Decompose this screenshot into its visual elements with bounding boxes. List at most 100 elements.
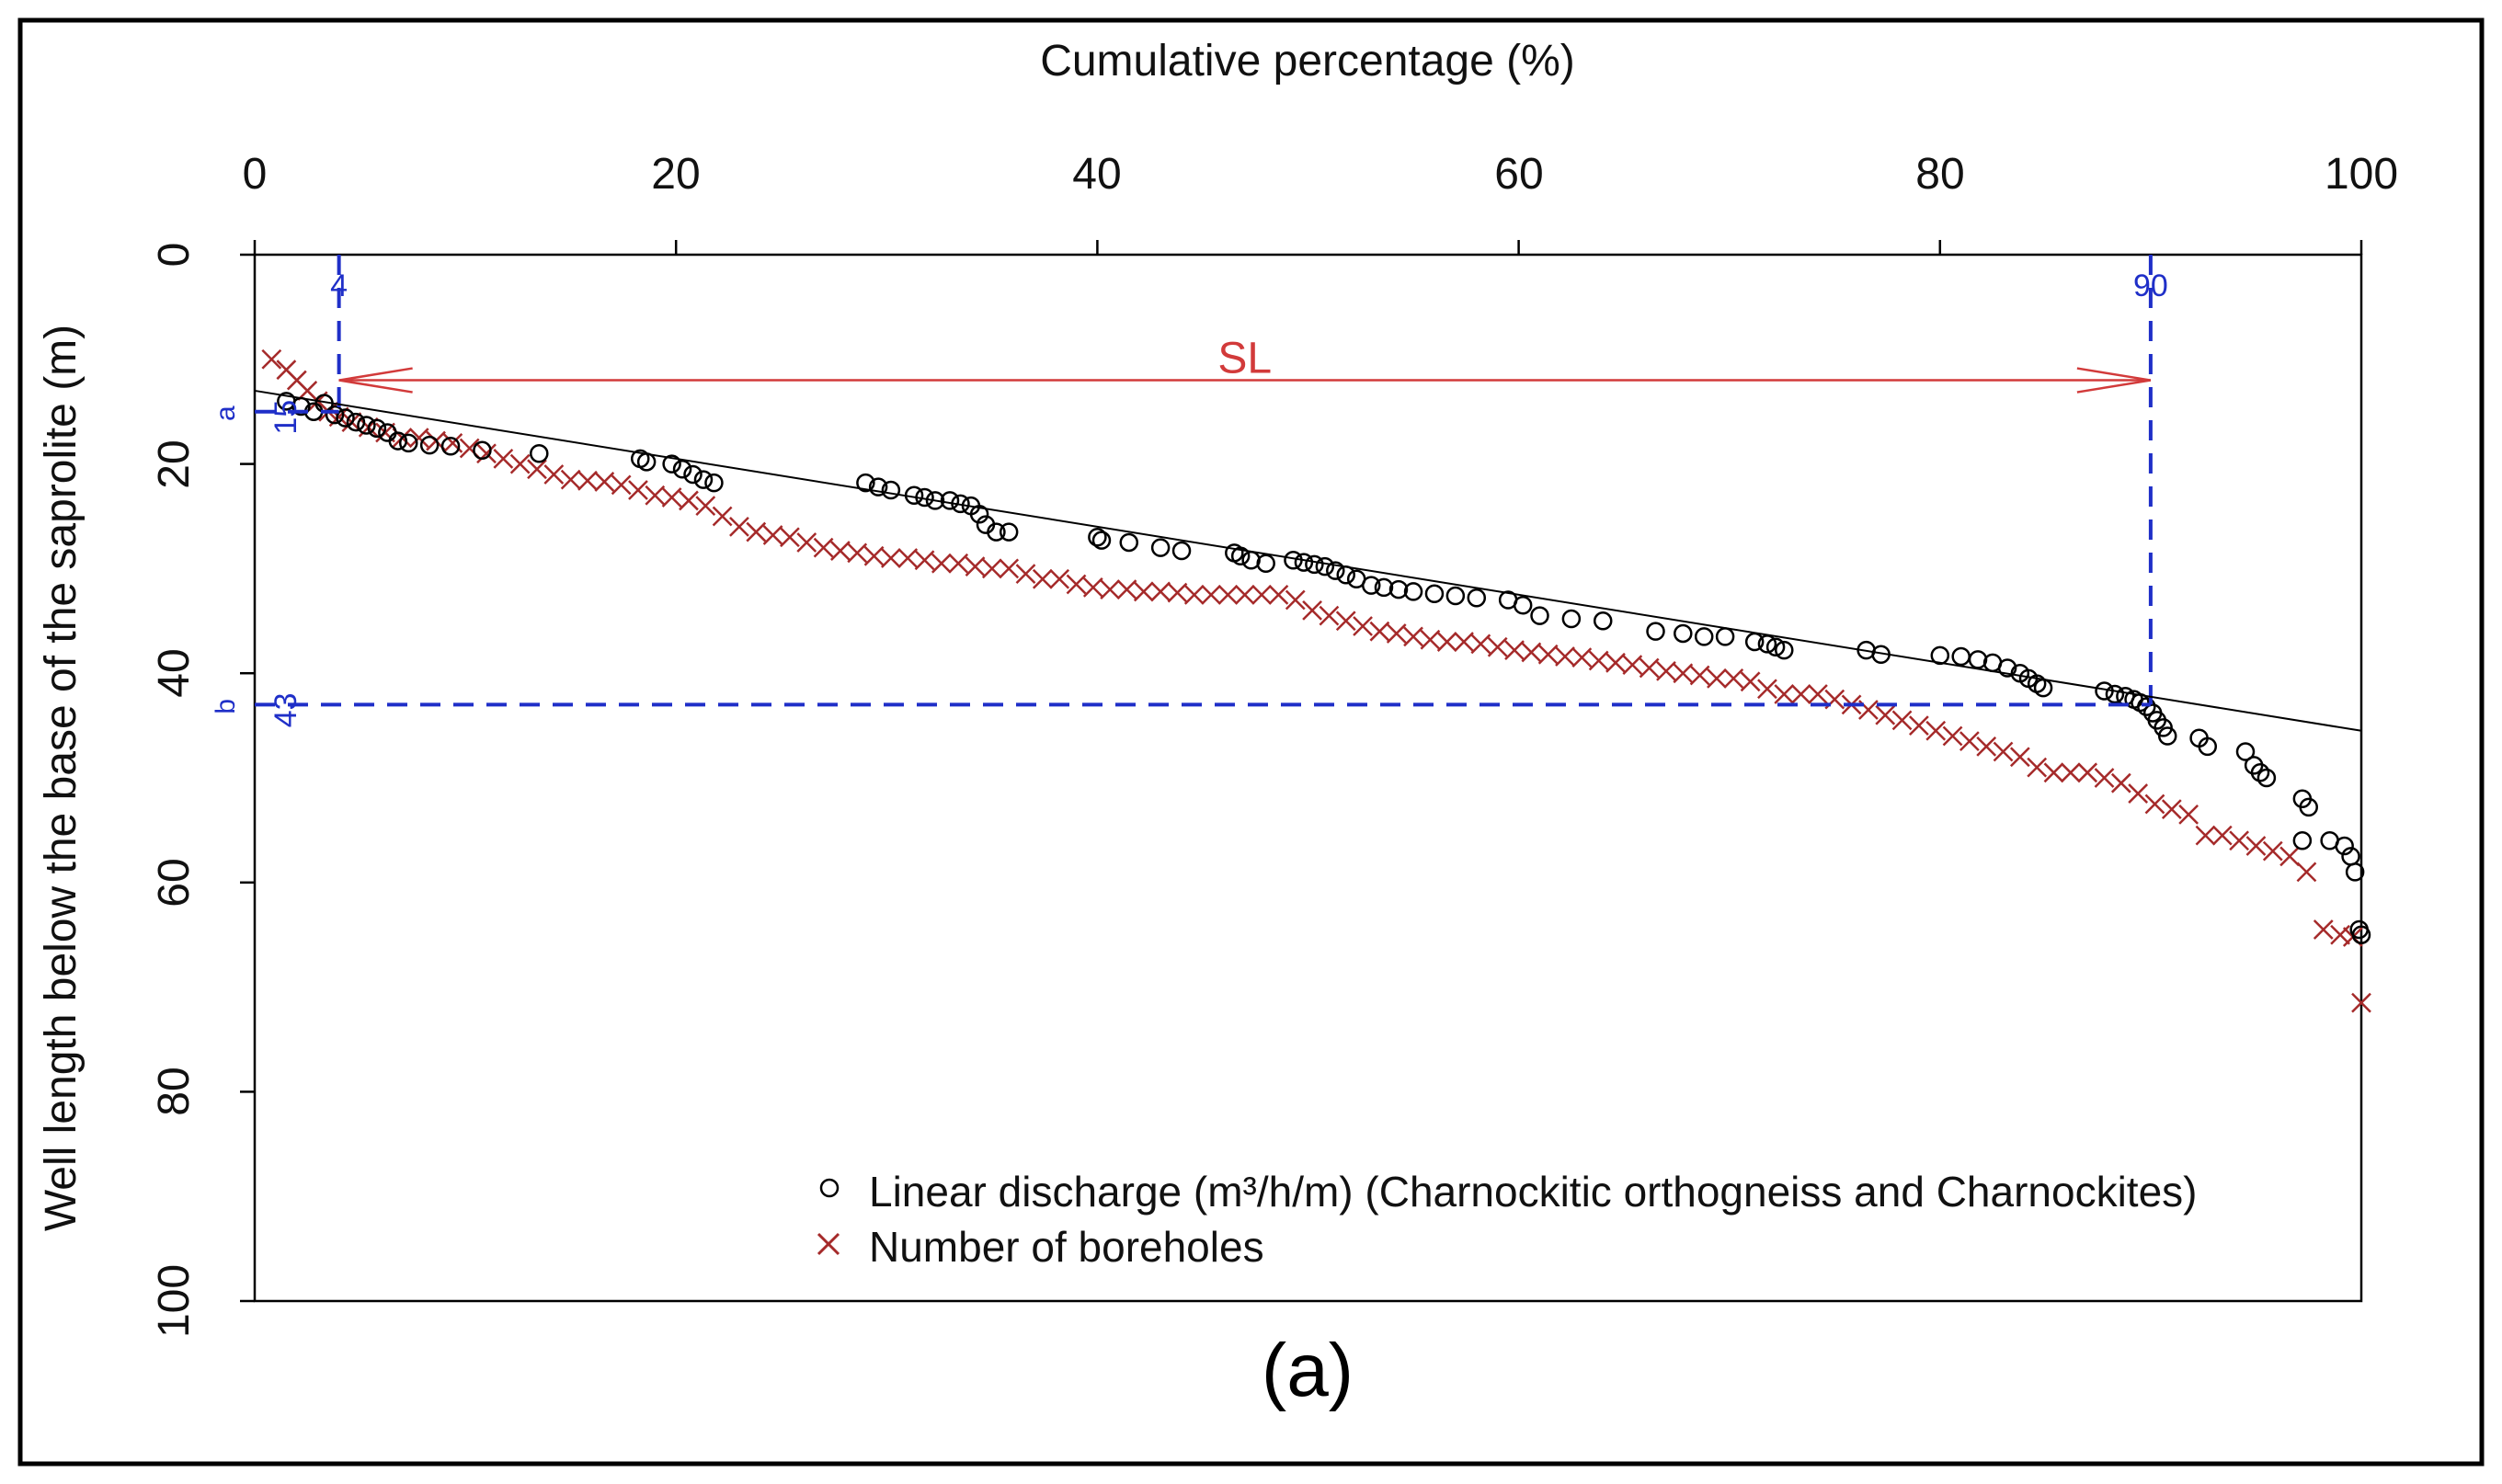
discharge-circle-point xyxy=(1424,584,1445,603)
borehole-x-marker xyxy=(1487,636,1508,657)
x-marker-stroke xyxy=(931,553,952,574)
x-marker-stroke xyxy=(762,525,783,545)
x-marker-stroke xyxy=(1049,568,1070,589)
discharge-circle-point xyxy=(1593,611,1613,631)
x-marker-stroke xyxy=(661,487,682,508)
y-tick-label: 100 xyxy=(150,1264,199,1338)
x-marker-stroke xyxy=(965,556,986,577)
borehole-x-marker xyxy=(1689,665,1710,686)
x-marker-stroke xyxy=(2027,757,2048,778)
borehole-x-marker xyxy=(1707,668,1727,689)
borehole-x-marker xyxy=(1757,679,1777,700)
borehole-x-marker xyxy=(527,459,547,480)
x-marker-stroke xyxy=(1942,725,1963,747)
x-marker-stroke xyxy=(712,506,733,527)
sl-arrow-left-head xyxy=(338,367,413,394)
x-marker-stroke xyxy=(1707,668,1727,689)
borehole-x-marker xyxy=(2330,924,2350,945)
borehole-x-marker xyxy=(1049,568,1070,589)
x-marker-stroke xyxy=(2313,919,2334,940)
borehole-x-marker xyxy=(543,464,565,485)
x-tick-label: 40 xyxy=(1072,150,1121,199)
x-marker-stroke xyxy=(847,542,868,564)
x-marker-stroke xyxy=(1521,642,1542,663)
discharge-circle-point xyxy=(1674,623,1693,644)
borehole-x-marker xyxy=(1251,584,1272,605)
y-tick-label: 40 xyxy=(150,648,199,697)
discharge-circle-point xyxy=(2137,697,2156,716)
x-marker-stroke xyxy=(1875,704,1896,725)
discharge-circle-point xyxy=(2345,862,2365,882)
borehole-x-marker xyxy=(1656,661,1676,681)
x-marker-stroke xyxy=(981,558,1002,579)
x-marker-stroke xyxy=(679,490,699,511)
borehole-x-marker xyxy=(560,469,581,490)
borehole-x-marker xyxy=(1925,720,1947,741)
borehole-x-marker xyxy=(679,490,699,511)
discharge-circle-point xyxy=(1561,609,1582,629)
x-marker-stroke xyxy=(261,348,282,370)
x-marker-stroke xyxy=(695,496,716,517)
borehole-x-marker xyxy=(476,443,497,464)
x-marker-stroke xyxy=(880,548,901,568)
x-marker-stroke xyxy=(2279,846,2300,867)
discharge-circle-point xyxy=(2256,768,2277,788)
x-tick-label: 60 xyxy=(1494,150,1543,199)
borehole-x-marker xyxy=(1319,605,1340,626)
y-marker-b-letter: b xyxy=(211,699,241,714)
x-marker-left-label: 4 xyxy=(330,268,348,303)
x-marker-stroke xyxy=(1571,647,1593,668)
x-marker-stroke xyxy=(297,381,318,401)
borehole-x-marker xyxy=(999,558,1020,579)
borehole-x-marker xyxy=(1639,657,1660,679)
x-marker-stroke xyxy=(1015,564,1036,584)
borehole-x-marker xyxy=(2229,830,2250,851)
borehole-x-marker xyxy=(2279,846,2300,867)
x-marker-stroke xyxy=(2178,804,2199,825)
y-tick-label: 60 xyxy=(150,858,199,907)
discharge-circle-point xyxy=(367,418,387,439)
x-marker-stroke xyxy=(1082,577,1103,598)
borehole-x-marker xyxy=(1993,741,2014,762)
borehole-x-marker xyxy=(1774,684,1795,704)
borehole-x-marker xyxy=(2094,768,2115,788)
sl-arrow-right-head xyxy=(2076,367,2152,394)
x-marker-stroke xyxy=(2245,836,2267,856)
discharge-circle-point xyxy=(1530,606,1549,625)
x-marker-stroke xyxy=(1285,589,1306,611)
x-marker-stroke xyxy=(1234,584,1255,605)
discharge-circle-point xyxy=(419,435,440,455)
x-marker-stroke xyxy=(1740,671,1761,692)
y-marker-b-label: 43 xyxy=(268,692,303,727)
x-tick-label: 80 xyxy=(1915,150,1964,199)
x-marker-stroke xyxy=(1605,652,1626,673)
discharge-circle-point xyxy=(925,491,945,510)
borehole-x-marker xyxy=(1167,582,1188,603)
x-marker-stroke xyxy=(2128,783,2149,804)
x-marker-stroke xyxy=(1386,623,1407,644)
borehole-x-marker xyxy=(1909,715,1929,736)
borehole-x-marker xyxy=(746,521,767,542)
discharge-circle-point xyxy=(336,408,355,428)
discharge-circle-point xyxy=(969,504,989,524)
x-tick-label: 100 xyxy=(2325,150,2398,199)
x-marker-stroke xyxy=(1066,574,1087,595)
discharge-circle-point xyxy=(1694,627,1714,646)
discharge-circle-point xyxy=(1305,554,1324,575)
x-axis-title: Cumulative percentage (%) xyxy=(1040,37,1575,86)
borehole-x-marker xyxy=(1116,579,1137,600)
discharge-circle-point xyxy=(1403,582,1423,601)
trend-line xyxy=(254,389,2362,732)
discharge-circle-point xyxy=(999,522,1019,542)
x-tick-label: 0 xyxy=(243,150,268,199)
x-marker-stroke xyxy=(2195,825,2216,846)
borehole-x-marker xyxy=(1555,646,1575,667)
borehole-x-marker xyxy=(2009,747,2030,768)
borehole-x-marker xyxy=(661,487,682,508)
borehole-x-marker xyxy=(1740,671,1761,692)
discharge-circle-point xyxy=(940,491,960,510)
borehole-x-marker xyxy=(1268,584,1289,605)
discharge-circle-point xyxy=(2335,836,2354,856)
discharge-circle-point xyxy=(881,480,901,500)
